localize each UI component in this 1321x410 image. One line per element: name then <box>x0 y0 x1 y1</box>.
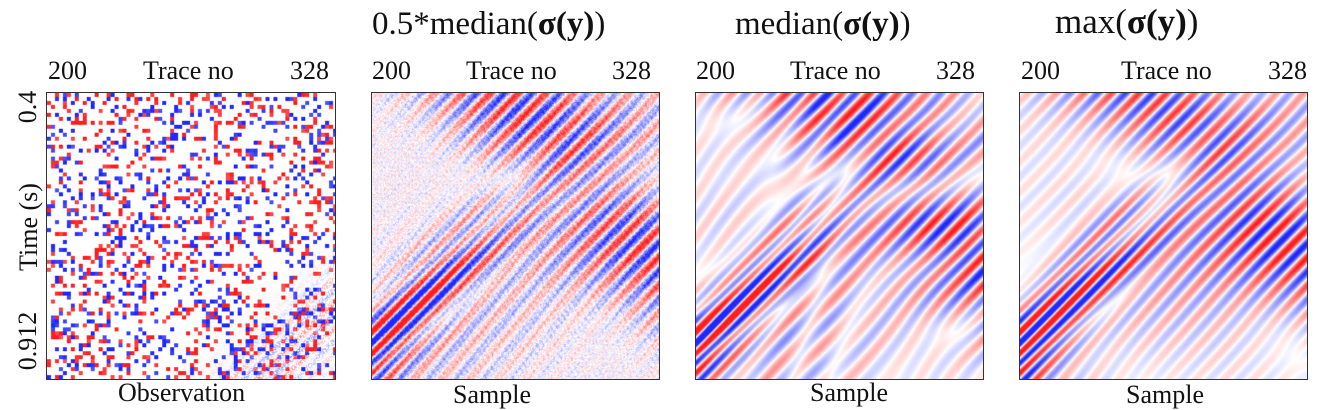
panel3-title: median(σ(y)) <box>735 6 911 42</box>
y-axis-label: Time (s) <box>14 183 43 271</box>
panel4-title-sigma: σ(y) <box>1126 2 1187 41</box>
sample-image-max <box>1020 93 1307 379</box>
panel2-title-prefix: 0.5* <box>372 6 430 42</box>
sample-panel-half-median <box>371 92 660 380</box>
panel3-title-fn: median <box>735 6 833 42</box>
x-axis-label-1: Trace no <box>143 56 234 85</box>
caption-sample-1: Sample <box>453 380 531 409</box>
x-tick-end-2: 328 <box>612 56 651 85</box>
y-tick-bottom: 0.912 <box>13 311 42 371</box>
panel2-title: 0.5*median(σ(y)) <box>372 6 606 42</box>
x-tick-start-3: 200 <box>696 56 735 85</box>
panel4-title-fn: max <box>1055 2 1116 41</box>
y-tick-top: 0.4 <box>13 90 42 124</box>
x-tick-end-4: 328 <box>1268 56 1307 85</box>
x-tick-start-4: 200 <box>1021 56 1060 85</box>
caption-observation: Observation <box>118 378 246 407</box>
x-axis-label-2: Trace no <box>466 56 557 85</box>
observation-panel <box>46 92 336 380</box>
sample-image-median <box>696 93 983 379</box>
x-tick-start-1: 200 <box>48 56 87 85</box>
panel2-title-fn: median <box>429 6 527 42</box>
sample-panel-max <box>1019 92 1308 380</box>
x-tick-start-2: 200 <box>372 56 411 85</box>
x-tick-end-3: 328 <box>936 56 975 85</box>
x-axis-label-4: Trace no <box>1121 56 1212 85</box>
panel2-title-sigma: σ(y) <box>537 6 595 42</box>
sample-panel-median <box>695 92 984 380</box>
x-tick-end-1: 328 <box>290 56 329 85</box>
caption-sample-3: Sample <box>1126 380 1204 409</box>
observation-image <box>47 93 335 379</box>
caption-sample-2: Sample <box>810 378 888 407</box>
sample-image-half-median <box>372 93 659 379</box>
panel3-title-sigma: σ(y) <box>843 6 900 42</box>
x-axis-label-3: Trace no <box>790 56 881 85</box>
panel4-title: max(σ(y)) <box>1055 2 1199 41</box>
